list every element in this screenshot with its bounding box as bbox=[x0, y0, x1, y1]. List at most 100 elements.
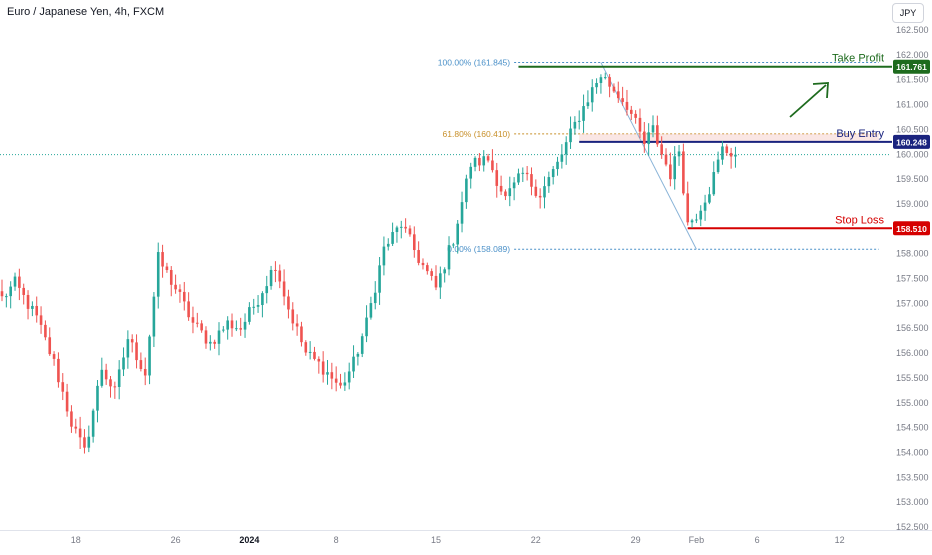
candle-body bbox=[200, 323, 203, 331]
candle-body bbox=[703, 202, 707, 211]
candle-body bbox=[695, 219, 698, 221]
candle-body bbox=[608, 77, 611, 87]
candle-body bbox=[326, 372, 329, 375]
candle-body bbox=[382, 246, 386, 266]
candle-body bbox=[647, 132, 650, 145]
y-tick-label: 157.000 bbox=[896, 298, 929, 308]
candle-body bbox=[282, 281, 286, 297]
candle-body bbox=[191, 317, 195, 323]
axis-divider bbox=[0, 530, 932, 531]
candle-body bbox=[65, 391, 69, 412]
candle-body bbox=[22, 287, 25, 295]
trade-levels: Take Profit Buy Entry Stop Loss bbox=[0, 53, 892, 230]
candle-body bbox=[5, 296, 8, 298]
candle-body bbox=[109, 379, 112, 387]
candle-body bbox=[113, 386, 117, 388]
take-profit-label: Take Profit bbox=[832, 53, 884, 65]
candle-body bbox=[521, 172, 525, 174]
candle-body bbox=[13, 276, 17, 287]
buy-entry-price-tag bbox=[893, 134, 930, 149]
stop-loss-price-text: 158.510 bbox=[896, 224, 927, 234]
candle-body bbox=[413, 234, 416, 251]
y-tick-label: 159.000 bbox=[896, 199, 929, 209]
currency-button[interactable]: JPY bbox=[892, 3, 924, 23]
candle-body bbox=[512, 182, 516, 189]
candle-body bbox=[525, 172, 529, 175]
candle-body bbox=[612, 86, 616, 92]
candle-body bbox=[660, 144, 663, 155]
candle-body bbox=[430, 271, 433, 276]
candle-body bbox=[373, 292, 377, 304]
candle-body bbox=[673, 156, 676, 180]
candle-body bbox=[235, 328, 238, 330]
y-tick-label: 155.500 bbox=[896, 373, 929, 383]
candle-body bbox=[408, 228, 412, 235]
candle-body bbox=[452, 244, 455, 246]
candle-body bbox=[638, 117, 642, 132]
candle-body bbox=[686, 193, 690, 223]
candle-body bbox=[399, 226, 403, 228]
candle-body bbox=[582, 106, 585, 121]
candle-body bbox=[169, 270, 173, 285]
candle-body bbox=[321, 361, 325, 375]
candle-body bbox=[560, 154, 564, 162]
candle-body bbox=[243, 321, 247, 330]
y-tick-label: 152.500 bbox=[896, 522, 929, 532]
stop-loss-price-tag bbox=[893, 221, 930, 236]
candle-body bbox=[603, 77, 607, 79]
candle-body bbox=[261, 293, 264, 306]
y-tick-label: 154.000 bbox=[896, 447, 929, 457]
x-tick-label: 26 bbox=[171, 535, 181, 545]
buy-entry-price-text: 160.248 bbox=[896, 137, 927, 147]
candle-body bbox=[139, 360, 143, 369]
candle-body bbox=[729, 152, 733, 157]
fib-trend-line bbox=[600, 62, 697, 250]
candle-body bbox=[44, 324, 47, 338]
candle-body bbox=[91, 410, 95, 437]
candle-body bbox=[352, 356, 355, 372]
candle-body bbox=[256, 305, 260, 307]
candle-body bbox=[621, 98, 624, 102]
y-tick-label: 162.000 bbox=[896, 50, 929, 60]
candle-body bbox=[564, 142, 568, 155]
candle-body bbox=[634, 113, 637, 118]
candle-body bbox=[78, 428, 82, 438]
y-tick-label: 156.500 bbox=[896, 323, 929, 333]
candle-body bbox=[625, 101, 629, 110]
y-tick-label: 158.000 bbox=[896, 249, 929, 259]
x-tick-label: Feb bbox=[689, 535, 705, 545]
candle-body bbox=[83, 437, 86, 448]
y-tick-label: 160.500 bbox=[896, 124, 929, 134]
candle-body bbox=[664, 154, 668, 165]
x-tick-label: 29 bbox=[631, 535, 641, 545]
candle-body bbox=[356, 353, 360, 357]
fib-level-label: 100.00% (161.845) bbox=[438, 58, 510, 68]
take-profit-price-tag bbox=[893, 59, 930, 74]
entry-zone bbox=[579, 133, 879, 142]
candle-body bbox=[347, 371, 351, 383]
take-profit-price-text: 161.761 bbox=[896, 62, 927, 72]
candle-body bbox=[174, 284, 177, 290]
candle-body bbox=[395, 227, 399, 233]
x-tick-label: 15 bbox=[431, 535, 441, 545]
candle-body bbox=[57, 358, 60, 383]
candle-body bbox=[156, 252, 160, 297]
candle-body bbox=[252, 306, 256, 308]
candle-body bbox=[378, 265, 381, 293]
symbol-title: Euro / Japanese Yen, 4h, FXCM bbox=[7, 6, 165, 18]
candle-body bbox=[343, 382, 347, 386]
candle-body bbox=[300, 326, 303, 343]
candle-body bbox=[265, 286, 269, 294]
candle-body bbox=[48, 337, 52, 355]
y-tick-label: 156.000 bbox=[896, 348, 929, 358]
candle-body bbox=[677, 151, 681, 157]
candle-body bbox=[239, 328, 242, 330]
candle-body bbox=[330, 372, 334, 379]
candle-body bbox=[278, 270, 282, 282]
candle-body bbox=[643, 131, 646, 145]
arrow-annotation bbox=[789, 82, 829, 118]
candle-body bbox=[421, 262, 425, 266]
arrow-head-icon bbox=[812, 82, 829, 99]
